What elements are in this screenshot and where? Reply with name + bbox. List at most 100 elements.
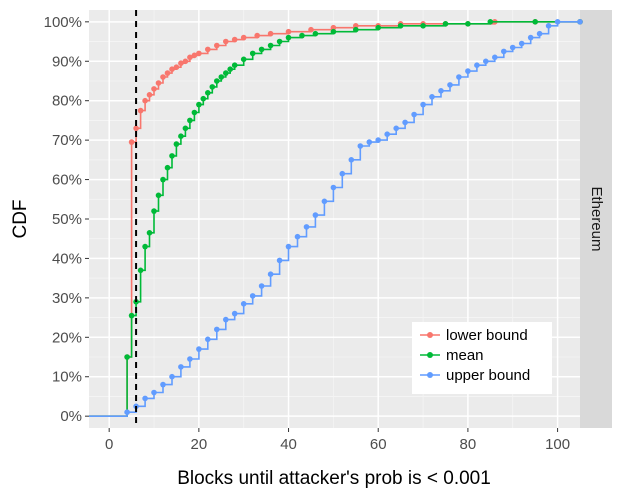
data-point — [160, 176, 166, 183]
data-point — [151, 86, 157, 92]
data-point — [151, 208, 157, 214]
data-point — [258, 283, 265, 289]
data-point — [173, 141, 180, 147]
axes: 0% 10% 20% 30% 40% 50% 60% 70% 80% 90% 100% 0 20 40 60… — [44, 14, 570, 453]
data-point — [137, 267, 144, 274]
data-point — [205, 90, 211, 96]
data-point — [312, 30, 319, 37]
data-point — [384, 131, 391, 137]
data-point — [442, 21, 449, 27]
x-tick-label: 40 — [280, 436, 297, 453]
data-point — [536, 30, 543, 37]
x-tick-label: 0 — [105, 436, 113, 453]
data-point — [227, 66, 233, 72]
legend-key-point — [427, 372, 433, 378]
data-point — [267, 271, 274, 278]
data-point — [527, 34, 534, 41]
data-point — [142, 97, 148, 104]
data-point — [133, 125, 139, 132]
data-point — [160, 74, 166, 80]
data-point — [353, 23, 359, 29]
data-point — [205, 336, 211, 343]
data-point — [285, 34, 292, 41]
data-point — [223, 38, 229, 45]
y-tick-label: 30% — [52, 290, 82, 307]
y-tick-label: 40% — [52, 250, 82, 267]
x-tick-label: 80 — [460, 436, 477, 453]
data-point — [402, 119, 408, 126]
data-point — [267, 30, 274, 37]
data-point — [142, 243, 148, 250]
data-point — [294, 233, 301, 240]
data-point — [240, 34, 247, 41]
data-point — [518, 40, 525, 47]
data-point — [178, 60, 184, 66]
series-line-upper-bound — [89, 21, 580, 417]
data-point — [187, 54, 193, 61]
data-point — [155, 80, 162, 86]
data-point — [178, 364, 184, 370]
data-point — [196, 101, 202, 108]
y-tick-label: 50% — [52, 211, 82, 228]
data-point — [285, 243, 292, 250]
data-point — [214, 42, 220, 49]
data-point — [231, 62, 238, 68]
data-point — [240, 301, 247, 307]
x-tick-label: 20 — [191, 436, 208, 453]
y-tick-label: 0% — [60, 408, 82, 425]
data-point — [285, 28, 292, 35]
data-point — [465, 68, 471, 74]
data-point — [353, 26, 359, 33]
legend-label: upper bound — [446, 367, 530, 384]
data-point — [321, 198, 328, 205]
data-point — [191, 52, 198, 59]
x-tick-label: 100 — [545, 436, 570, 453]
data-point — [169, 66, 175, 72]
data-point — [187, 117, 193, 124]
legend-key-point — [427, 352, 433, 358]
y-tick-label: 20% — [52, 329, 82, 346]
x-tick-label: 60 — [370, 436, 387, 453]
data-point — [492, 54, 498, 61]
data-point — [151, 389, 157, 396]
series-line-mean — [89, 21, 580, 417]
legend-key-point — [427, 332, 433, 338]
data-point — [339, 170, 346, 177]
data-point — [330, 28, 337, 35]
y-tick-label: 100% — [44, 14, 82, 31]
legend: lower bound mean upper bound — [412, 322, 552, 394]
data-point — [249, 50, 256, 57]
data-point — [411, 111, 417, 118]
data-point — [164, 70, 171, 76]
data-point — [196, 346, 202, 352]
data-point — [200, 95, 207, 102]
data-point — [276, 257, 283, 264]
data-point — [276, 38, 283, 45]
data-point — [231, 310, 238, 317]
data-point — [191, 109, 198, 116]
data-point — [128, 139, 135, 145]
data-point — [397, 23, 404, 29]
data-point — [545, 23, 552, 29]
data-point — [487, 19, 494, 25]
data-point — [155, 192, 162, 199]
data-point — [169, 373, 175, 380]
data-point — [483, 58, 489, 65]
legend-label: mean — [446, 347, 484, 364]
data-point — [249, 293, 256, 299]
data-point — [240, 56, 247, 63]
data-point — [299, 32, 305, 39]
data-point — [146, 230, 153, 236]
data-point — [330, 24, 337, 31]
data-point — [187, 356, 193, 362]
data-point — [258, 46, 265, 53]
data-point — [474, 62, 480, 68]
data-point — [164, 164, 171, 171]
data-point — [142, 395, 148, 402]
data-point — [231, 36, 238, 43]
data-point — [465, 21, 471, 27]
y-tick-label: 70% — [52, 132, 82, 149]
data-point — [209, 84, 216, 90]
data-point — [214, 326, 220, 333]
